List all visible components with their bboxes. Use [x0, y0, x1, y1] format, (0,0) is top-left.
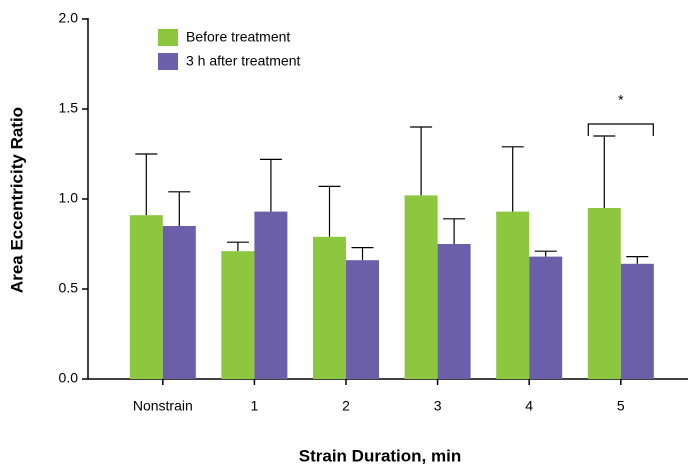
bar [346, 260, 379, 379]
y-tick-label: 1.5 [59, 100, 79, 116]
y-tick-label: 0.5 [59, 280, 79, 296]
significance-bracket [587, 123, 654, 136]
bar [313, 236, 346, 379]
bar [129, 215, 163, 379]
x-tick-label: 5 [617, 398, 625, 414]
legend-swatch [158, 53, 178, 70]
bar [587, 208, 621, 379]
bar [437, 244, 471, 379]
legend-label: Before treatment [186, 29, 290, 45]
y-axis-label: Area Eccentricity Ratio [7, 107, 26, 293]
x-tick-label: 4 [525, 398, 533, 414]
bar [162, 226, 196, 379]
bar [404, 195, 438, 379]
y-tick-label: 1.0 [59, 190, 79, 206]
y-tick-label: 2.0 [59, 10, 79, 26]
significance-annotation: * [618, 92, 624, 108]
legend-swatch [158, 29, 178, 46]
x-tick-label: 1 [251, 398, 259, 414]
bar [529, 256, 563, 379]
bar [254, 211, 288, 379]
x-axis-label: Strain Duration, min [299, 446, 461, 465]
x-tick-label: Nonstrain [133, 398, 193, 414]
x-tick-label: 2 [342, 398, 350, 414]
y-tick-label: 0.0 [59, 370, 79, 386]
bar [620, 263, 654, 379]
bar [496, 211, 530, 379]
x-tick-label: 3 [434, 398, 442, 414]
legend-label: 3 h after treatment [186, 53, 301, 69]
bar [221, 251, 255, 379]
